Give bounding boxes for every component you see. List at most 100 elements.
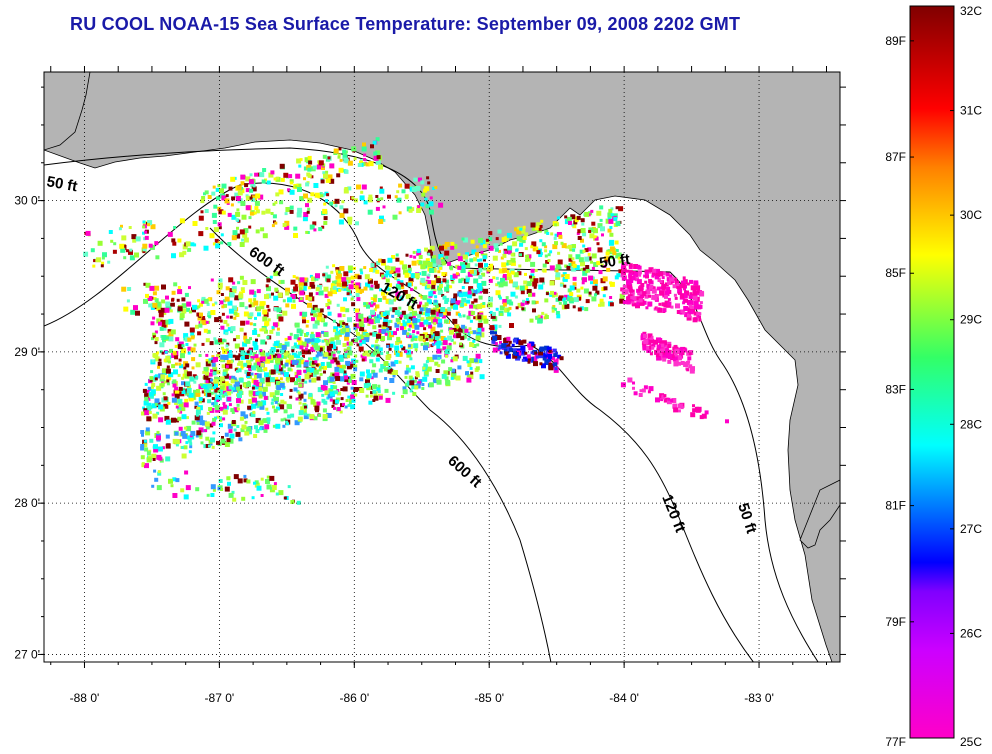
sst-pixel <box>416 318 421 323</box>
sst-pixel <box>482 244 487 249</box>
sst-pixel <box>553 236 557 240</box>
sst-pixel <box>358 321 364 327</box>
sst-pixel <box>396 190 400 194</box>
sst-pixel <box>145 390 150 394</box>
sst-pixel <box>642 345 648 351</box>
sst-pixel <box>172 380 178 386</box>
sst-pixel <box>441 294 445 297</box>
sst-pixel <box>316 316 322 322</box>
sst-pixel <box>172 379 177 384</box>
sst-pixel <box>687 307 691 311</box>
sst-pixel <box>368 194 373 199</box>
celsius-label: 26C <box>960 626 982 640</box>
sst-pixel <box>650 284 654 288</box>
sst-pixel <box>277 364 281 369</box>
sst-pixel <box>256 365 259 369</box>
sst-pixel <box>432 187 436 190</box>
sst-pixel <box>521 239 526 244</box>
sst-pixel <box>544 298 549 303</box>
sst-pixel <box>323 370 326 374</box>
sst-pixel <box>562 298 566 302</box>
sst-pixel <box>555 274 561 280</box>
sst-pixel <box>310 331 314 335</box>
sst-pixel <box>401 395 404 398</box>
sst-pixel <box>392 370 398 375</box>
sst-pixel <box>507 246 511 250</box>
sst-pixel <box>512 353 518 359</box>
sst-pixel <box>212 367 218 373</box>
sst-pixel <box>283 401 287 405</box>
sst-pixel <box>344 187 349 191</box>
sst-pixel <box>502 302 507 307</box>
sst-pixel <box>402 389 408 395</box>
sst-pixel <box>367 322 371 326</box>
sst-pixel <box>186 301 192 307</box>
sst-pixel <box>165 355 171 361</box>
sst-pixel <box>598 270 603 275</box>
sst-pixel <box>237 393 242 398</box>
sst-pixel <box>278 490 284 496</box>
sst-pixel <box>618 269 623 274</box>
sst-pixel <box>231 420 236 424</box>
sst-pixel <box>224 296 230 302</box>
sst-pixel <box>199 383 203 387</box>
sst-pixel <box>396 273 401 278</box>
sst-pixel <box>398 211 402 215</box>
sst-pixel <box>696 290 700 294</box>
sst-pixel <box>549 250 553 254</box>
sst-pixel <box>223 404 227 409</box>
sst-pixel <box>325 339 329 343</box>
sst-pixel <box>620 266 624 270</box>
sst-pixel <box>154 477 159 482</box>
sst-pixel <box>466 299 471 304</box>
sst-pixel <box>477 304 483 309</box>
sst-pixel <box>318 160 324 166</box>
sst-pixel <box>378 368 383 373</box>
sst-pixel <box>512 241 518 247</box>
sst-pixel <box>534 353 539 358</box>
sst-pixel <box>296 362 302 368</box>
sst-pixel <box>309 282 315 287</box>
fahrenheit-label: 83F <box>885 382 906 396</box>
sst-pixel <box>506 275 512 280</box>
sst-pixel <box>558 301 562 305</box>
sst-pixel <box>568 263 572 266</box>
sst-pixel <box>444 241 450 247</box>
sst-pixel <box>456 333 462 339</box>
sst-pixel <box>396 320 401 325</box>
sst-pixel <box>151 453 157 459</box>
sst-pixel <box>312 357 316 360</box>
sst-pixel <box>225 332 229 336</box>
sst-pixel <box>180 488 185 493</box>
sst-pixel <box>659 340 665 346</box>
sst-pixel <box>360 354 364 358</box>
sst-pixel <box>210 484 216 490</box>
sst-pixel <box>615 221 621 227</box>
sst-pixel <box>218 316 222 320</box>
sst-pixel <box>258 194 264 200</box>
sst-pixel <box>425 308 431 314</box>
sst-pixel <box>464 303 468 307</box>
sst-pixel <box>212 402 218 407</box>
sst-pixel <box>395 267 401 273</box>
sst-pixel <box>425 204 430 209</box>
sst-pixel <box>448 367 453 372</box>
sst-pixel <box>533 361 538 367</box>
sst-pixel <box>156 435 161 441</box>
sst-pixel <box>609 255 614 260</box>
sst-pixel <box>186 371 192 377</box>
sst-pixel <box>151 385 154 389</box>
sst-pixel <box>394 360 399 364</box>
sst-pixel <box>180 430 186 436</box>
sst-pixel <box>302 216 308 222</box>
sst-pixel <box>425 317 430 321</box>
sst-pixel <box>414 312 418 316</box>
sst-pixel <box>468 374 474 379</box>
sst-pixel <box>262 418 268 424</box>
sst-pixel <box>393 298 396 302</box>
sst-pixel <box>656 348 660 352</box>
sst-pixel <box>356 184 361 190</box>
sst-pixel <box>537 318 543 324</box>
sst-pixel <box>325 199 329 203</box>
sst-pixel <box>302 354 305 358</box>
